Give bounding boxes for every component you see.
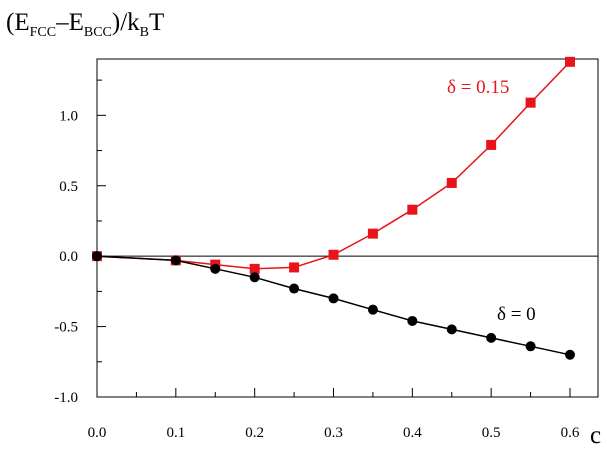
data-point-circle (565, 349, 575, 360)
data-point-square (367, 228, 378, 239)
data-point-circle (328, 293, 339, 304)
x-axis-ticks (96, 388, 571, 397)
data-point-square (525, 97, 536, 108)
x-axis-tick-labels: 0.0 0.1 0.2 0.3 0.4 0.5 0.6 (88, 425, 580, 441)
y-axis-title-open: (E (6, 9, 30, 36)
data-point-square (486, 139, 497, 150)
series-label-delta-0: δ = 0 (497, 304, 536, 325)
data-point-circle (210, 263, 221, 274)
y-axis-title-sub-b: B (140, 25, 149, 40)
y-axis-title-sub-fcc: FCC (30, 25, 56, 40)
y-tick-label: 0.0 (59, 249, 78, 265)
series-layer (92, 56, 575, 360)
data-point-circle (446, 324, 457, 335)
y-axis-title-dash: –E (55, 9, 84, 36)
x-tick-label: 0.4 (403, 425, 422, 441)
x-tick-label: 0.5 (482, 425, 501, 441)
data-point-circle (486, 332, 497, 343)
y-axis-title-close: )/k (112, 9, 140, 36)
y-axis-title-tail: T (149, 9, 164, 36)
data-point-circle (92, 251, 102, 262)
y-tick-label: 1.0 (59, 108, 78, 124)
data-point-circle (289, 283, 300, 294)
y-axis-title: (EFCC–EBCC)/kBT (6, 9, 164, 40)
data-point-square (407, 204, 418, 215)
series-label-delta-015: δ = 0.15 (447, 77, 509, 98)
x-tick-label: 0.1 (166, 425, 185, 441)
data-point-circle (367, 304, 378, 315)
x-tick-label: 0.3 (324, 425, 343, 441)
data-point-circle (249, 272, 260, 283)
data-point-circle (407, 315, 418, 326)
x-tick-label: 0.2 (245, 425, 264, 441)
data-point-circle (170, 255, 181, 266)
x-axis-title: c (590, 422, 601, 449)
plot-frame (96, 58, 599, 398)
y-axis-tick-labels: 1.0 0.5 0.0 -0.5 -1.0 (54, 108, 78, 406)
x-tick-label: 0.6 (561, 425, 580, 441)
y-tick-label: -0.5 (54, 320, 78, 336)
data-point-square (289, 262, 300, 273)
series-line-0 (96, 61, 571, 270)
series-line-1 (96, 255, 571, 356)
data-point-square (249, 263, 260, 274)
data-point-square (446, 177, 457, 188)
data-point-square (328, 249, 339, 260)
y-axis-ticks (97, 79, 106, 398)
y-tick-label: 0.5 (59, 179, 78, 195)
x-tick-label: 0.0 (88, 425, 107, 441)
data-point-square (565, 56, 575, 67)
y-axis-title-sub-bcc: BCC (84, 25, 112, 40)
y-tick-label: -1.0 (54, 390, 78, 406)
data-point-circle (525, 341, 536, 352)
